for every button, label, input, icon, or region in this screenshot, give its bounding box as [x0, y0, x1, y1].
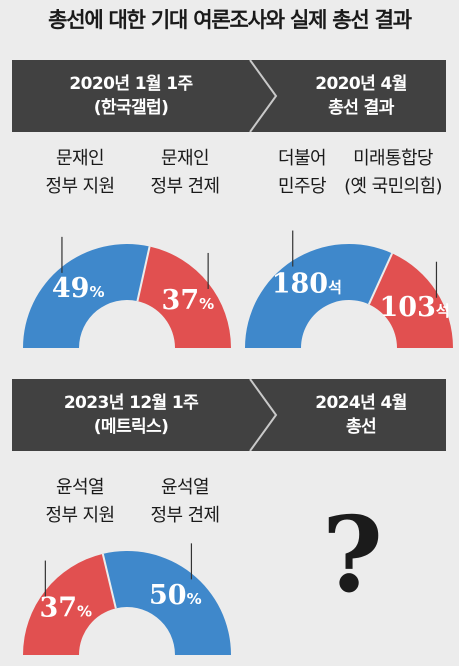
page-title: 총선에 대한 기대 여론조사와 실제 총선 결과 [48, 8, 412, 32]
period-band-2020: 2020년 1월 1주 (한국갤럽) 2020년 4월 총선 결과 [12, 60, 446, 132]
segment-value-label: 49% [52, 273, 105, 304]
segment-value-label: 37% [162, 285, 215, 316]
band-left-line2: (한국갤럽) [93, 98, 169, 118]
label-line: 윤석열 [161, 477, 209, 498]
segment-value-label: 50% [149, 580, 202, 611]
label-line: 정부 견제 [150, 505, 221, 526]
label-line: 윤석열 [56, 477, 104, 498]
category-label-moon-check: 문재인 정부 견제 [135, 145, 235, 201]
segment-value-label: 103석 [380, 292, 450, 323]
band-left-line1: 2023년 12월 1주 [63, 393, 199, 413]
label-line: 정부 지원 [45, 176, 116, 197]
category-label-democratic: 더불어 민주당 [252, 145, 352, 201]
label-line: (옛 국민의힘) [344, 176, 442, 197]
donut-segment [245, 244, 393, 348]
period-band-2023: 2023년 12월 1주 (메트릭스) 2024년 4월 총선 [12, 379, 446, 451]
half-donut-chart-2020-poll: 49% 37% [23, 236, 232, 348]
band-arrow [249, 60, 278, 132]
band-right-line2: 총선 [345, 417, 377, 437]
segment-divider [136, 246, 151, 302]
band-left-line1: 2020년 1월 1주 [69, 74, 193, 94]
band-right-line1: 2020년 4월 [315, 74, 407, 94]
donut-segment [368, 253, 453, 348]
donut-segment [137, 246, 232, 348]
label-line: 더불어 [278, 148, 326, 169]
segment-value-label: 37% [39, 593, 92, 624]
segment-value-label: 180석 [272, 268, 342, 299]
label-line: 문재인 [161, 148, 209, 169]
band-left-cell: 2023년 12월 1주 (메트릭스) [12, 379, 250, 451]
donut-segment [23, 553, 116, 655]
label-line: 정부 지원 [45, 505, 116, 526]
half-donut-chart-2020-election: 180석 103석 [245, 230, 453, 348]
band-arrow [249, 379, 278, 451]
category-label-yoon-support: 윤석열 정부 지원 [30, 474, 130, 530]
band-left-cell: 2020년 1월 1주 (한국갤럽) [12, 60, 250, 132]
question-mark: ? [322, 493, 383, 616]
category-label-moon-support: 문재인 정부 지원 [30, 145, 130, 201]
category-label-united-future: 미래통합당 (옛 국민의힘) [333, 145, 453, 201]
band-right-line1: 2024년 4월 [315, 393, 407, 413]
band-right-line2: 총선 결과 [328, 98, 394, 118]
category-label-yoon-check: 윤석열 정부 견제 [135, 474, 235, 530]
label-line: 정부 견제 [150, 176, 221, 197]
label-line: 문재인 [56, 148, 104, 169]
label-line: 민주당 [278, 176, 326, 197]
label-line: 미래통합당 [353, 148, 433, 169]
band-left-line2: (메트릭스) [93, 417, 169, 437]
band-right-cell: 2020년 4월 총선 결과 [276, 60, 446, 132]
segment-divider [101, 553, 117, 609]
donut-segment [102, 551, 232, 655]
band-right-cell: 2024년 4월 총선 [276, 379, 446, 451]
half-donut-chart-2023-poll: 37% 50% [23, 543, 232, 655]
donut-segment [23, 244, 150, 348]
segment-divider [367, 252, 394, 305]
